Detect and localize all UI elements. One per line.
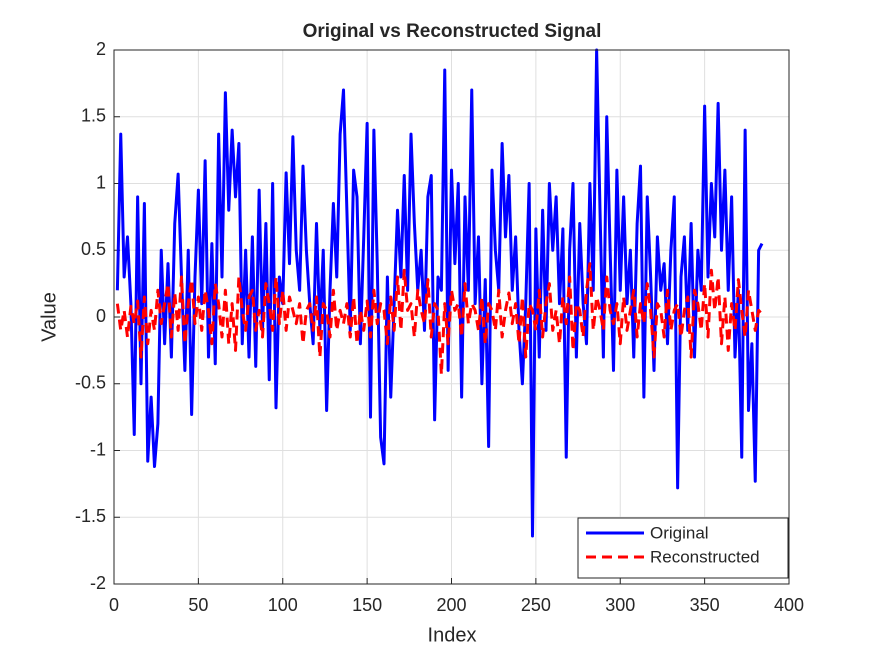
x-tick-label: 50 (188, 595, 208, 615)
x-tick-label: 250 (521, 595, 551, 615)
x-tick-label: 400 (774, 595, 804, 615)
y-tick-label: 1 (96, 172, 106, 192)
legend-box (577, 517, 789, 579)
y-axis-label: Value (38, 292, 60, 342)
x-tick-label: 300 (605, 595, 635, 615)
y-tick-label: -1.5 (75, 506, 106, 526)
legend-label: Original (650, 523, 709, 542)
y-tick-label: 0 (96, 306, 106, 326)
axes-box (113, 49, 790, 585)
x-tick-label: 150 (352, 595, 382, 615)
x-tick-label: 200 (436, 595, 466, 615)
y-tick-label: -0.5 (75, 373, 106, 393)
series-line (115, 262, 764, 376)
y-tick-label: -2 (90, 573, 106, 593)
x-tick-label: 100 (268, 595, 298, 615)
y-tick-label: -1 (90, 439, 106, 459)
chart-title: Original vs Reconstructed Signal (303, 21, 602, 42)
legend-label: Reconstructed (650, 547, 760, 566)
x-tick-label: 0 (109, 595, 119, 615)
y-tick-label: 2 (96, 39, 106, 59)
y-tick-label: 0.5 (81, 239, 106, 259)
y-tick-label: 1.5 (81, 106, 106, 126)
x-axis-label: Index (428, 624, 477, 646)
x-tick-label: 350 (690, 595, 720, 615)
